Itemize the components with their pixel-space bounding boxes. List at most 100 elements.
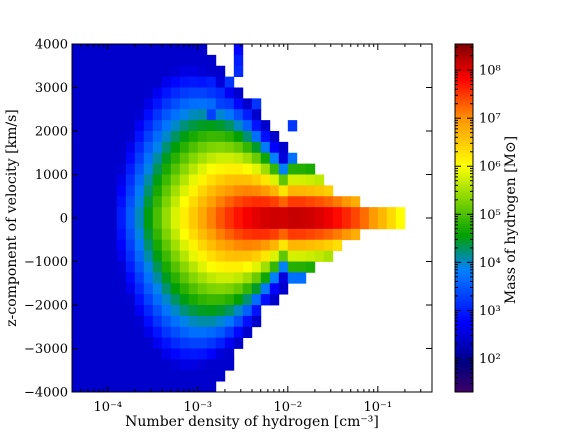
heatmap-cell — [224, 359, 235, 371]
heatmap-cell — [98, 261, 109, 273]
heatmap-cell — [143, 76, 154, 88]
heatmap-cell — [305, 196, 316, 208]
heatmap-cell — [98, 141, 109, 154]
heatmap-cell — [72, 294, 82, 306]
heatmap-cell — [224, 228, 235, 241]
heatmap-cell — [152, 65, 163, 78]
heatmap-cell — [125, 261, 136, 273]
heatmap-cell — [89, 272, 100, 284]
heatmap-cell — [134, 370, 145, 382]
heatmap-cell — [125, 54, 136, 67]
heatmap-cell — [269, 207, 280, 219]
heatmap-cell — [116, 185, 127, 197]
heatmap-cell — [143, 381, 154, 393]
heatmap-cell — [323, 185, 334, 197]
heatmap-cell — [206, 337, 217, 349]
heatmap-cell — [72, 185, 82, 197]
heatmap-cell — [143, 141, 154, 154]
heatmap-cell — [197, 250, 208, 262]
heatmap-cell — [179, 381, 190, 393]
heatmap-cell — [143, 87, 154, 99]
heatmap-cell — [224, 315, 235, 328]
heatmap-cell — [395, 218, 406, 230]
heatmap-cell — [233, 337, 244, 349]
heatmap-cell — [323, 196, 334, 208]
heatmap-cell — [296, 196, 307, 208]
heatmap-cell — [269, 152, 280, 165]
heatmap-cell — [170, 207, 181, 219]
heatmap-cell — [170, 228, 181, 241]
heatmap-cell — [125, 120, 136, 132]
heatmap-cell — [80, 141, 91, 154]
heatmap-cell — [305, 185, 316, 197]
heatmap-cell — [287, 174, 298, 186]
heatmap-cell — [206, 283, 217, 295]
heatmap-cell — [152, 141, 163, 154]
heatmap-cell — [72, 131, 82, 143]
heatmap-cell — [152, 120, 163, 132]
heatmap-cell — [260, 261, 271, 273]
heatmap-cell — [197, 120, 208, 132]
heatmap-cell — [72, 87, 82, 99]
heatmap-cell — [107, 250, 118, 262]
heatmap-cell — [72, 261, 82, 273]
heatmap-cell — [206, 239, 217, 252]
heatmap-cell — [89, 337, 100, 349]
heatmap-cell — [269, 228, 280, 241]
heatmap-cell — [206, 196, 217, 208]
heatmap-cell — [197, 261, 208, 273]
heatmap-cell — [80, 185, 91, 197]
heatmap-cell — [161, 76, 172, 88]
heatmap-cell — [143, 131, 154, 143]
heatmap-cell — [107, 87, 118, 99]
heatmap-cell — [161, 370, 172, 382]
heatmap-cell — [143, 261, 154, 273]
heatmap-cell — [278, 250, 289, 262]
heatmap-cell — [89, 207, 100, 219]
heatmap-cell — [296, 218, 307, 230]
heatmap-cell — [260, 283, 271, 295]
heatmap-cell — [215, 218, 226, 230]
heatmap-cell — [287, 261, 298, 273]
heatmap-cell — [134, 294, 145, 306]
y-tick-label: −2000 — [24, 299, 68, 314]
heatmap-cell — [116, 163, 127, 175]
heatmap-cell — [125, 283, 136, 295]
heatmap-cell — [134, 185, 145, 197]
heatmap-cell — [305, 163, 316, 175]
heatmap-cell — [197, 315, 208, 328]
heatmap-cell — [206, 87, 217, 99]
heatmap-cell — [305, 228, 316, 241]
heatmap-cell — [152, 326, 163, 339]
heatmap-cell — [170, 348, 181, 360]
heatmap-cell — [125, 152, 136, 165]
heatmap-cell — [215, 337, 226, 349]
heatmap-cell — [89, 98, 100, 110]
heatmap-cell — [98, 272, 109, 284]
heatmap-cell — [72, 152, 82, 165]
heatmap-cell — [170, 294, 181, 306]
heatmap-cell — [197, 109, 208, 121]
heatmap-cell — [116, 44, 127, 56]
heatmap-cell — [143, 326, 154, 339]
heatmap-cell — [377, 218, 388, 230]
heatmap-cell — [143, 44, 154, 56]
heatmap-cell — [224, 250, 235, 262]
heatmap-cell — [98, 131, 109, 143]
heatmap-cell — [197, 228, 208, 241]
heatmap-cell — [269, 272, 280, 284]
heatmap-cell — [251, 174, 262, 186]
heatmap-cell — [152, 44, 163, 56]
heatmap-cell — [134, 54, 145, 67]
heatmap-cell — [224, 120, 235, 132]
heatmap-cell — [170, 44, 181, 56]
heatmap-cell — [116, 141, 127, 154]
heatmap-cell — [260, 163, 271, 175]
heatmap-cell — [242, 152, 253, 165]
heatmap-cell — [152, 250, 163, 262]
heatmap-cell — [161, 174, 172, 186]
heatmap-cell — [179, 141, 190, 154]
heatmap-cell — [107, 65, 118, 78]
heatmap-cell — [98, 315, 109, 328]
heatmap-cell — [233, 120, 244, 132]
